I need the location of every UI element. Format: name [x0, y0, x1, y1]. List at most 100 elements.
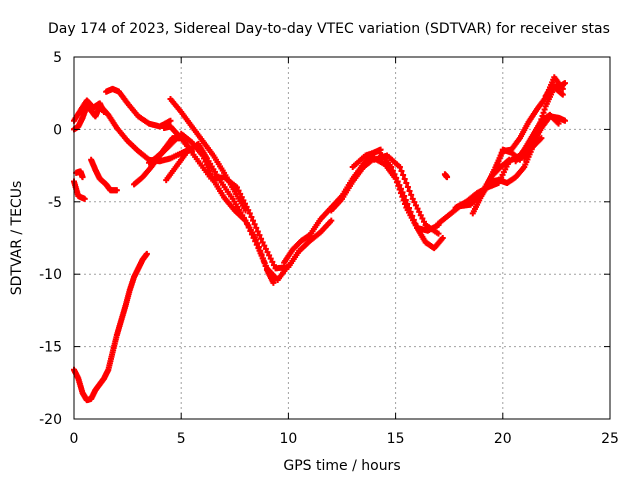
data-point — [403, 179, 410, 186]
data-point — [396, 164, 403, 171]
data-point — [258, 235, 265, 242]
series-track-low — [71, 250, 150, 404]
data-point — [417, 212, 424, 219]
data-point — [238, 194, 245, 201]
data-point — [143, 250, 150, 257]
data-point — [409, 195, 416, 202]
series-track-s — [435, 156, 513, 227]
series-track-y — [521, 113, 568, 162]
y-tick-label: -15 — [39, 340, 62, 356]
data-point — [408, 191, 415, 198]
data-point — [259, 255, 266, 262]
data-point — [400, 172, 407, 179]
data-point — [399, 189, 406, 196]
data-point — [559, 91, 566, 98]
data-point — [401, 175, 408, 182]
data-point — [262, 245, 269, 252]
data-point — [254, 240, 261, 247]
data-point — [540, 109, 547, 116]
data-point — [270, 262, 277, 269]
data-point — [259, 239, 266, 246]
data-point — [407, 208, 414, 215]
series-track-r — [371, 152, 442, 237]
data-point — [406, 187, 413, 194]
data-point — [393, 174, 400, 181]
series-track-iso — [441, 171, 451, 181]
y-tick-label: -10 — [39, 267, 62, 283]
data-point — [410, 216, 417, 223]
data-point — [243, 203, 250, 210]
data-point — [246, 210, 253, 217]
data-point — [414, 205, 421, 212]
data-point — [404, 183, 411, 190]
data-point — [411, 199, 418, 206]
y-axis-ticks: -20 -15 -10 -5 0 5 — [39, 50, 610, 428]
data-point — [396, 182, 403, 189]
x-tick-label: 5 — [177, 431, 186, 447]
data-point — [79, 174, 86, 181]
data-point — [404, 200, 411, 207]
x-tick-label: 0 — [70, 431, 79, 447]
x-axis-ticks: 0 5 10 15 20 25 — [70, 57, 619, 447]
data-point — [245, 207, 252, 214]
data-point — [167, 117, 174, 124]
series-track-n — [182, 140, 335, 272]
data-point — [398, 168, 405, 175]
plot-frame — [73, 56, 611, 420]
y-tick-label: -5 — [48, 195, 62, 211]
data-point — [240, 197, 247, 204]
series-track-z — [542, 80, 568, 100]
series-track-e — [88, 156, 120, 194]
data-point — [439, 235, 446, 241]
data-point — [267, 255, 274, 262]
data-point — [264, 249, 271, 256]
data-point — [261, 259, 268, 266]
data-point — [81, 195, 88, 202]
data-point — [255, 244, 262, 251]
data-point — [199, 152, 206, 159]
data-point — [256, 232, 263, 239]
data-point — [401, 193, 408, 200]
data-point — [561, 117, 568, 124]
data-point — [251, 221, 258, 228]
y-axis-label: SDTVAR / TECUs — [9, 181, 25, 296]
y-tick-label: 5 — [53, 50, 62, 66]
data-point — [538, 135, 545, 142]
data-point — [402, 196, 409, 203]
data-point — [258, 251, 265, 258]
data-point — [388, 164, 395, 171]
data-point — [561, 80, 568, 87]
data-point — [266, 252, 273, 259]
data-point — [419, 215, 426, 222]
series-track-d — [73, 168, 86, 181]
data-point — [241, 200, 248, 207]
chart-title: Day 174 of 2023, Sidereal Day-to-day VTE… — [48, 21, 610, 37]
data-point — [435, 230, 442, 237]
data-point — [409, 212, 416, 219]
data-point — [250, 217, 257, 224]
data-point — [202, 158, 209, 165]
data-point — [254, 228, 261, 235]
series-track-b — [71, 103, 103, 133]
data-series — [71, 74, 568, 404]
data-point — [262, 263, 269, 270]
series-track-w — [482, 74, 566, 191]
data-point — [248, 214, 255, 221]
data-point — [113, 187, 120, 194]
data-point — [235, 187, 242, 194]
data-point — [391, 171, 398, 178]
series-track-g — [103, 85, 174, 130]
data-point — [412, 220, 419, 227]
data-point — [203, 161, 210, 168]
data-point — [261, 242, 268, 249]
data-point — [412, 202, 419, 209]
data-point — [397, 185, 404, 192]
data-point — [233, 184, 240, 191]
data-point — [389, 167, 396, 174]
data-point — [416, 208, 423, 215]
x-tick-label: 10 — [279, 431, 297, 447]
series-track-h — [131, 135, 185, 188]
data-point — [541, 106, 548, 113]
data-point — [237, 190, 244, 197]
data-point — [257, 247, 264, 254]
